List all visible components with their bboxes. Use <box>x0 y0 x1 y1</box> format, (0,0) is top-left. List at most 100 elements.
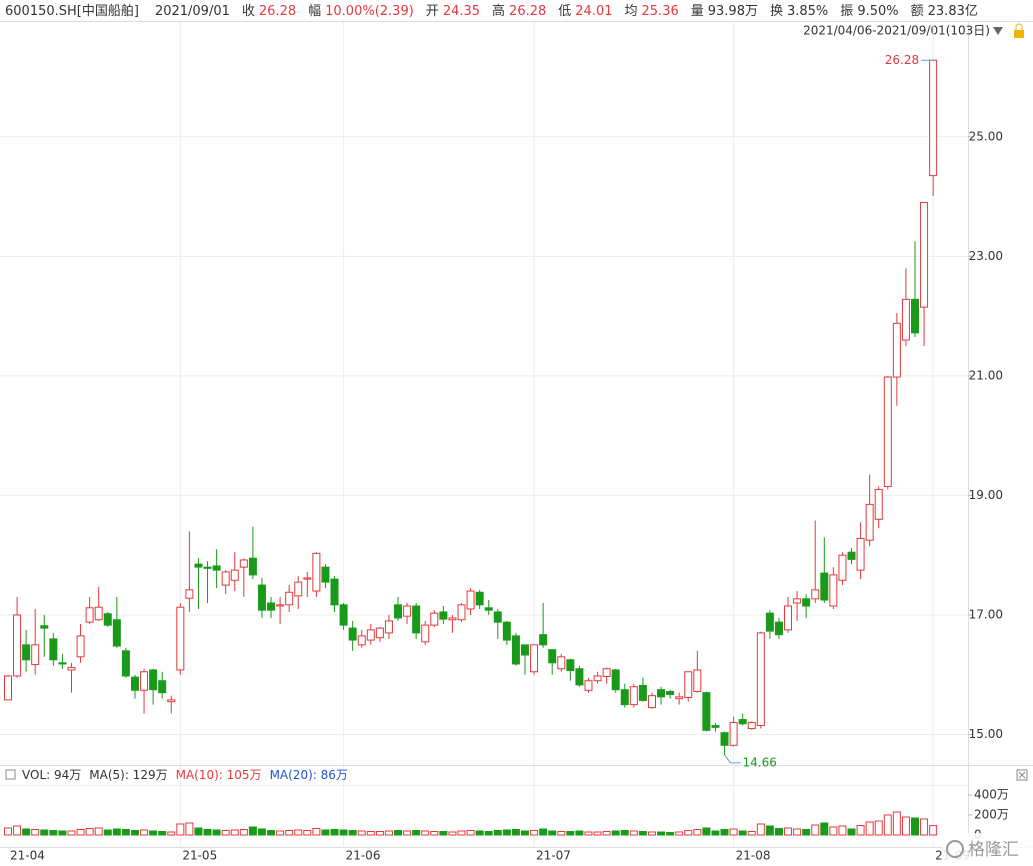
volume-bar <box>484 831 493 836</box>
candle-body <box>457 604 466 621</box>
header-label: 高 <box>492 3 505 19</box>
candle-body <box>693 669 702 692</box>
candle-body <box>684 671 693 698</box>
candle-body <box>257 584 266 611</box>
candle-body <box>76 635 85 658</box>
candle-body <box>620 689 629 706</box>
candle-body <box>802 598 811 607</box>
volume-bar <box>502 829 511 836</box>
header-label: 幅 <box>308 4 321 19</box>
candle-body <box>348 627 357 641</box>
candle-body <box>158 680 167 694</box>
candle-body <box>375 627 384 639</box>
lock-icon[interactable] <box>1014 30 1024 38</box>
volume-bar <box>620 830 629 836</box>
candle-body <box>430 612 439 626</box>
volume-bar <box>112 828 121 836</box>
x-tick-label: 21-08 <box>736 849 771 863</box>
volume-bar <box>285 830 294 836</box>
candle-body <box>720 732 729 746</box>
volume-bar <box>729 828 738 836</box>
candle-body <box>294 581 303 597</box>
range-selector[interactable]: 2021/04/06-2021/09/01(103日) <box>803 24 990 38</box>
volume-bar <box>276 830 285 836</box>
candle-body <box>22 644 31 661</box>
volume-bar <box>820 822 829 836</box>
volume-bar <box>883 814 892 836</box>
y-tick-label: 200万 <box>974 808 1009 822</box>
candle-body <box>793 598 802 604</box>
volume-bar <box>58 830 67 836</box>
volume-bar <box>94 827 103 836</box>
volume-bar <box>493 830 502 836</box>
volume-bar <box>593 831 602 836</box>
candle-body <box>439 611 448 620</box>
legend-entry: MA(20): 86万 <box>270 768 348 782</box>
candle-body <box>140 671 149 691</box>
x-tick-label: 21-07 <box>536 849 571 863</box>
candle-body <box>502 621 511 641</box>
candle-body <box>303 577 312 580</box>
candle-body <box>285 591 294 606</box>
volume-bar <box>566 831 575 836</box>
dropdown-arrow[interactable] <box>993 27 1003 35</box>
candle-body <box>149 669 158 691</box>
candle-body <box>911 298 919 334</box>
lock-icon <box>1015 23 1023 30</box>
volume-bar <box>765 825 774 836</box>
volume-bar <box>31 829 40 836</box>
candle-body <box>838 554 847 581</box>
volume-bar <box>865 821 874 836</box>
candle-body <box>366 629 375 641</box>
candle-body <box>466 590 475 610</box>
volume-bar <box>294 829 303 836</box>
volume-bar <box>103 829 112 836</box>
candle-body <box>121 650 130 677</box>
x-tick-label: 21-06 <box>346 849 381 863</box>
y-tick-label: 25.00 <box>969 129 1003 143</box>
candle-body <box>675 696 684 700</box>
volume-bar <box>874 820 883 836</box>
volume-legend: VOL: 94万 MA(5): 129万 MA(10): 105万 MA(20): 8… <box>22 768 348 782</box>
candle-body <box>584 680 593 691</box>
volume-bar <box>149 830 158 836</box>
candle-body <box>901 298 910 341</box>
candle-body <box>611 669 620 691</box>
volume-bar <box>602 831 611 836</box>
volume-bar <box>584 831 593 836</box>
volume-bar <box>448 831 457 836</box>
volume-bar <box>520 830 529 836</box>
candle-body <box>657 689 666 698</box>
candle-body <box>865 503 874 541</box>
volume-bar <box>303 830 312 836</box>
candle-body <box>530 644 539 673</box>
volume-bar <box>439 831 448 836</box>
candle-body <box>384 620 393 634</box>
volume-bar <box>802 829 811 836</box>
candle-body <box>31 644 40 666</box>
header-value: 23.83亿 <box>928 4 978 19</box>
volume-bar <box>856 825 865 836</box>
candle-body <box>738 719 747 725</box>
candle-body <box>484 607 493 611</box>
candle-body <box>829 574 838 607</box>
candle-body <box>729 722 738 746</box>
candle-body <box>130 676 139 691</box>
candle-body <box>267 602 276 611</box>
close-icon[interactable] <box>1016 769 1028 781</box>
candle-body <box>811 589 820 600</box>
candle-body <box>557 656 566 670</box>
volume-icon[interactable] <box>5 769 16 780</box>
volume-bar <box>911 817 919 836</box>
candle-body <box>820 572 829 601</box>
candle-body <box>602 668 611 678</box>
min-annotation: 14.66 <box>743 755 777 769</box>
volume-bar <box>629 830 638 836</box>
volume-bar <box>194 827 203 836</box>
symbol: 600150.SH[中国船舶] <box>5 3 139 19</box>
header-label: 振 <box>840 4 853 19</box>
volume-bar <box>457 830 466 836</box>
candle-body <box>40 625 49 629</box>
candle-body <box>212 565 221 571</box>
